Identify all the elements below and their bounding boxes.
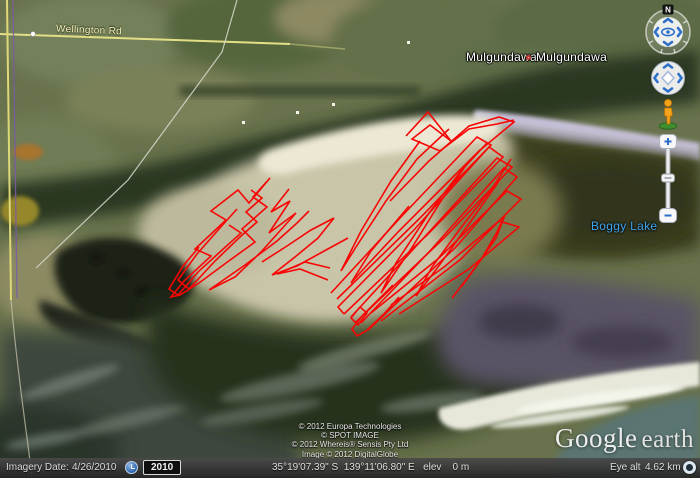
eye-alt-value: 4.62 km xyxy=(645,462,681,473)
compass-north-label: N xyxy=(665,6,671,15)
logo-product: earth xyxy=(641,426,694,453)
town-marker-dot[interactable] xyxy=(526,55,531,60)
imagery-date-label: Imagery Date: xyxy=(6,462,69,473)
eye-icon xyxy=(660,27,675,37)
pointer-coordinates: 35°19'07.39" S 139°11'06.80" E elev 0 m xyxy=(272,462,470,473)
look-arrows-icon xyxy=(653,17,683,47)
navigation-controls: N xyxy=(642,4,694,226)
town-label-mulgundawa-1[interactable]: Mulgundawa xyxy=(466,50,538,64)
zoom-slider[interactable] xyxy=(658,134,678,226)
logo-brand: Google xyxy=(555,423,638,453)
hand-icon xyxy=(661,70,675,86)
look-joystick[interactable]: N xyxy=(642,4,694,56)
status-bar: Imagery Date: 4/26/2010 2010 35°19'07.39… xyxy=(0,458,700,478)
year-badge[interactable]: 2010 xyxy=(143,460,182,475)
google-earth-logo: Google earth xyxy=(555,423,694,454)
eye-alt-label: Eye alt xyxy=(610,462,641,473)
streaming-indicator-icon xyxy=(683,461,696,474)
town-label-mulgundawa-2[interactable]: Mulgundawa xyxy=(536,50,608,64)
copyright-line: Image © 2012 DigitalGlobe xyxy=(301,449,399,459)
pegman-icon[interactable] xyxy=(657,98,679,130)
copyright-line: © 2012 Europa Technologies xyxy=(298,422,402,431)
zoom-in-button xyxy=(659,134,677,149)
copyright-line: © 2012 Whereis® Sensis Pty Ltd xyxy=(291,440,409,450)
lake-label: Boggy Lake xyxy=(591,219,658,233)
copyright-block: © 2012 Europa Technologies © SPOT IMAGE … xyxy=(200,422,500,459)
gps-track-overlay xyxy=(167,110,523,338)
move-arrows-icon xyxy=(652,62,684,94)
imagery-date-value: 4/26/2010 xyxy=(72,462,117,473)
copyright-line: © SPOT IMAGE xyxy=(321,431,379,441)
move-joystick[interactable] xyxy=(650,60,686,96)
zoom-out-button xyxy=(659,208,677,223)
compass-north-button xyxy=(662,4,674,15)
clock-icon[interactable] xyxy=(125,461,138,474)
